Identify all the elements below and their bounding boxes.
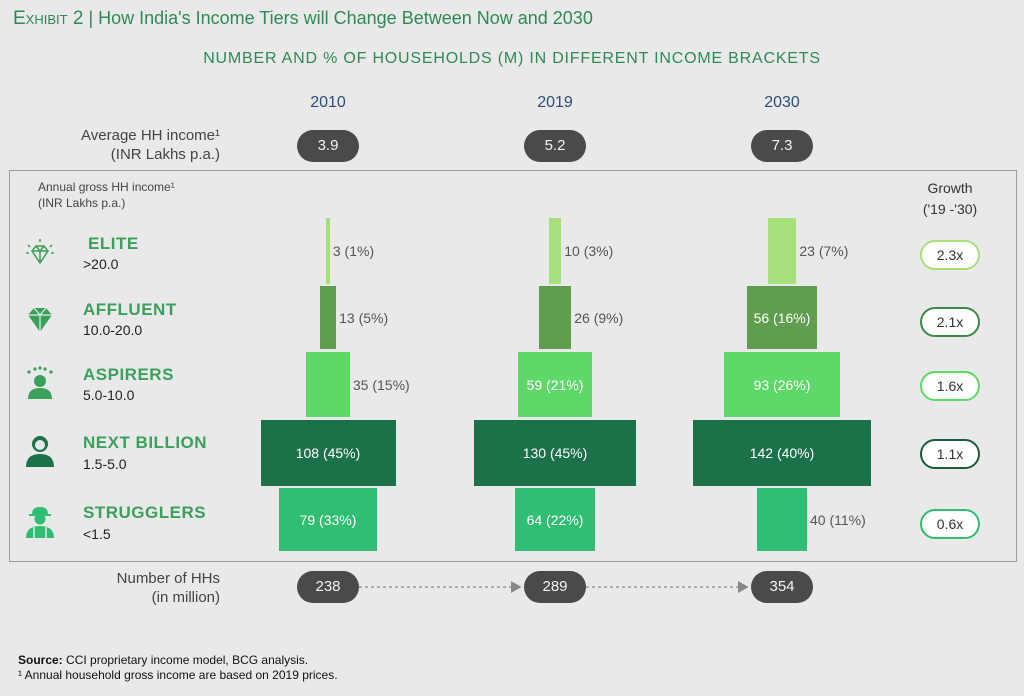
tier-name-affluent: AFFLUENT	[83, 300, 177, 319]
bar-elite-2019	[548, 218, 562, 284]
tier-range-next-billion: 1.5-5.0	[83, 456, 127, 472]
bar-label-strugglers-2030: 40 (11%)	[810, 511, 866, 528]
source-note: Source: CCI proprietary income model, BC…	[18, 653, 338, 683]
worker-cap-icon	[26, 507, 54, 538]
bar-label-affluent-2010: 13 (5%)	[339, 309, 389, 326]
tier-range-affluent: 10.0-20.0	[83, 322, 143, 338]
chart-subtitle: NUMBER AND % OF HOUSEHOLDS (M) IN DIFFER…	[203, 50, 821, 67]
source-label: Source:	[18, 653, 63, 667]
tier-frame	[9, 170, 1017, 562]
number-hh-label-line1: Number of HHs	[116, 570, 220, 587]
bar-affluent-2030	[747, 286, 817, 349]
number-hh-2010: 238	[297, 571, 359, 603]
bar-aspirers-2019	[518, 352, 592, 417]
number-hh-label-line2: (in million)	[151, 589, 220, 606]
bar-label-elite-2030: 23 (7%)	[799, 243, 849, 259]
bar-label-elite-2019: 10 (3%)	[564, 243, 614, 259]
bar-aspirers-2030	[723, 352, 841, 417]
bar-elite-2010	[326, 218, 330, 284]
diamond-sparkle-icon	[26, 239, 54, 265]
person-stars-icon	[27, 366, 53, 399]
bar-label-strugglers-2010: 79 (33%)	[299, 511, 357, 528]
growth-pill-affluent: 2.1x	[920, 307, 980, 337]
bar-label-next-billion-2030: 142 (40%)	[749, 445, 815, 461]
number-hh-2019: 289	[524, 571, 586, 603]
bar-strugglers-2019	[515, 488, 595, 551]
bar-label-next-billion-2019: 130 (45%)	[522, 445, 588, 461]
source-text: CCI proprietary income model, BCG analys…	[62, 653, 309, 667]
year-label-2010: 2010	[310, 94, 346, 111]
bar-next-billion-2019	[473, 420, 637, 486]
year-label-2019: 2019	[537, 94, 573, 111]
bar-next-billion-2010	[260, 420, 396, 486]
diamond-icon	[28, 307, 52, 332]
average-income-label-line1: Average HH income¹	[81, 127, 220, 144]
bar-label-aspirers-2019: 59 (21%)	[526, 376, 584, 393]
average-income-2010: 3.9	[297, 130, 359, 162]
growth-pill-strugglers: 0.6x	[920, 509, 980, 539]
bar-aspirers-2010	[306, 352, 350, 417]
exhibit-text: How India's Income Tiers will Change Bet…	[98, 8, 593, 28]
growth-pill-elite: 2.3x	[920, 240, 980, 270]
annual-income-label: Annual gross HH income¹ (INR Lakhs p.a.)	[38, 179, 175, 211]
person-icon	[26, 436, 54, 467]
bar-label-aspirers-2010: 35 (15%)	[352, 376, 410, 393]
exhibit-separator: |	[88, 8, 99, 28]
tier-name-strugglers: STRUGGLERS	[83, 503, 207, 522]
bar-strugglers-2030	[757, 488, 807, 551]
number-hh-2030: 354	[751, 571, 813, 603]
bar-label-strugglers-2019: 64 (22%)	[526, 511, 584, 528]
exhibit-number: Exhibit 2	[13, 8, 84, 29]
tier-range-strugglers: <1.5	[83, 526, 111, 542]
average-income-2019: 5.2	[524, 130, 586, 162]
average-income-2030: 7.3	[751, 130, 813, 162]
growth-header-line2: ('19 -'30)	[922, 201, 978, 217]
average-income-label: Average HH income¹ (INR Lakhs p.a.)	[20, 126, 220, 164]
annual-income-label-line2: (INR Lakhs p.a.)	[38, 196, 126, 210]
number-hh-label: Number of HHs (in million)	[20, 569, 220, 607]
tier-name-next-billion: NEXT BILLION	[83, 433, 208, 452]
bar-affluent-2010	[319, 286, 337, 349]
exhibit-title: Exhibit 2 | How India's Income Tiers wil…	[13, 8, 593, 30]
bar-elite-2030	[767, 218, 797, 284]
tier-range-aspirers: 5.0-10.0	[83, 387, 135, 403]
growth-pill-aspirers: 1.6x	[920, 371, 980, 401]
bar-strugglers-2010	[278, 488, 378, 551]
growth-header-line1: Growth	[927, 180, 973, 196]
growth-header: Growth ('19 -'30)	[905, 178, 995, 220]
footnote: ¹ Annual household gross income are base…	[18, 668, 338, 682]
tier-name-elite: ELITE	[88, 234, 139, 253]
average-income-label-line2: (INR Lakhs p.a.)	[110, 146, 220, 163]
bar-label-affluent-2019: 26 (9%)	[574, 309, 624, 326]
year-label-2030: 2030	[764, 94, 800, 111]
bar-label-aspirers-2030: 93 (26%)	[753, 376, 811, 393]
source-line: Source: CCI proprietary income model, BC…	[18, 653, 338, 668]
bar-next-billion-2030	[693, 420, 871, 486]
growth-pill-next-billion: 1.1x	[920, 439, 980, 469]
bar-label-affluent-2030: 56 (16%)	[753, 309, 811, 326]
tier-range-elite: >20.0	[83, 256, 119, 272]
bar-affluent-2019	[538, 286, 572, 349]
bar-label-elite-2010: 3 (1%)	[332, 243, 375, 259]
tier-name-aspirers: ASPIRERS	[83, 365, 174, 384]
bar-label-next-billion-2010: 108 (45%)	[295, 445, 361, 461]
annual-income-label-line1: Annual gross HH income¹	[38, 180, 175, 194]
